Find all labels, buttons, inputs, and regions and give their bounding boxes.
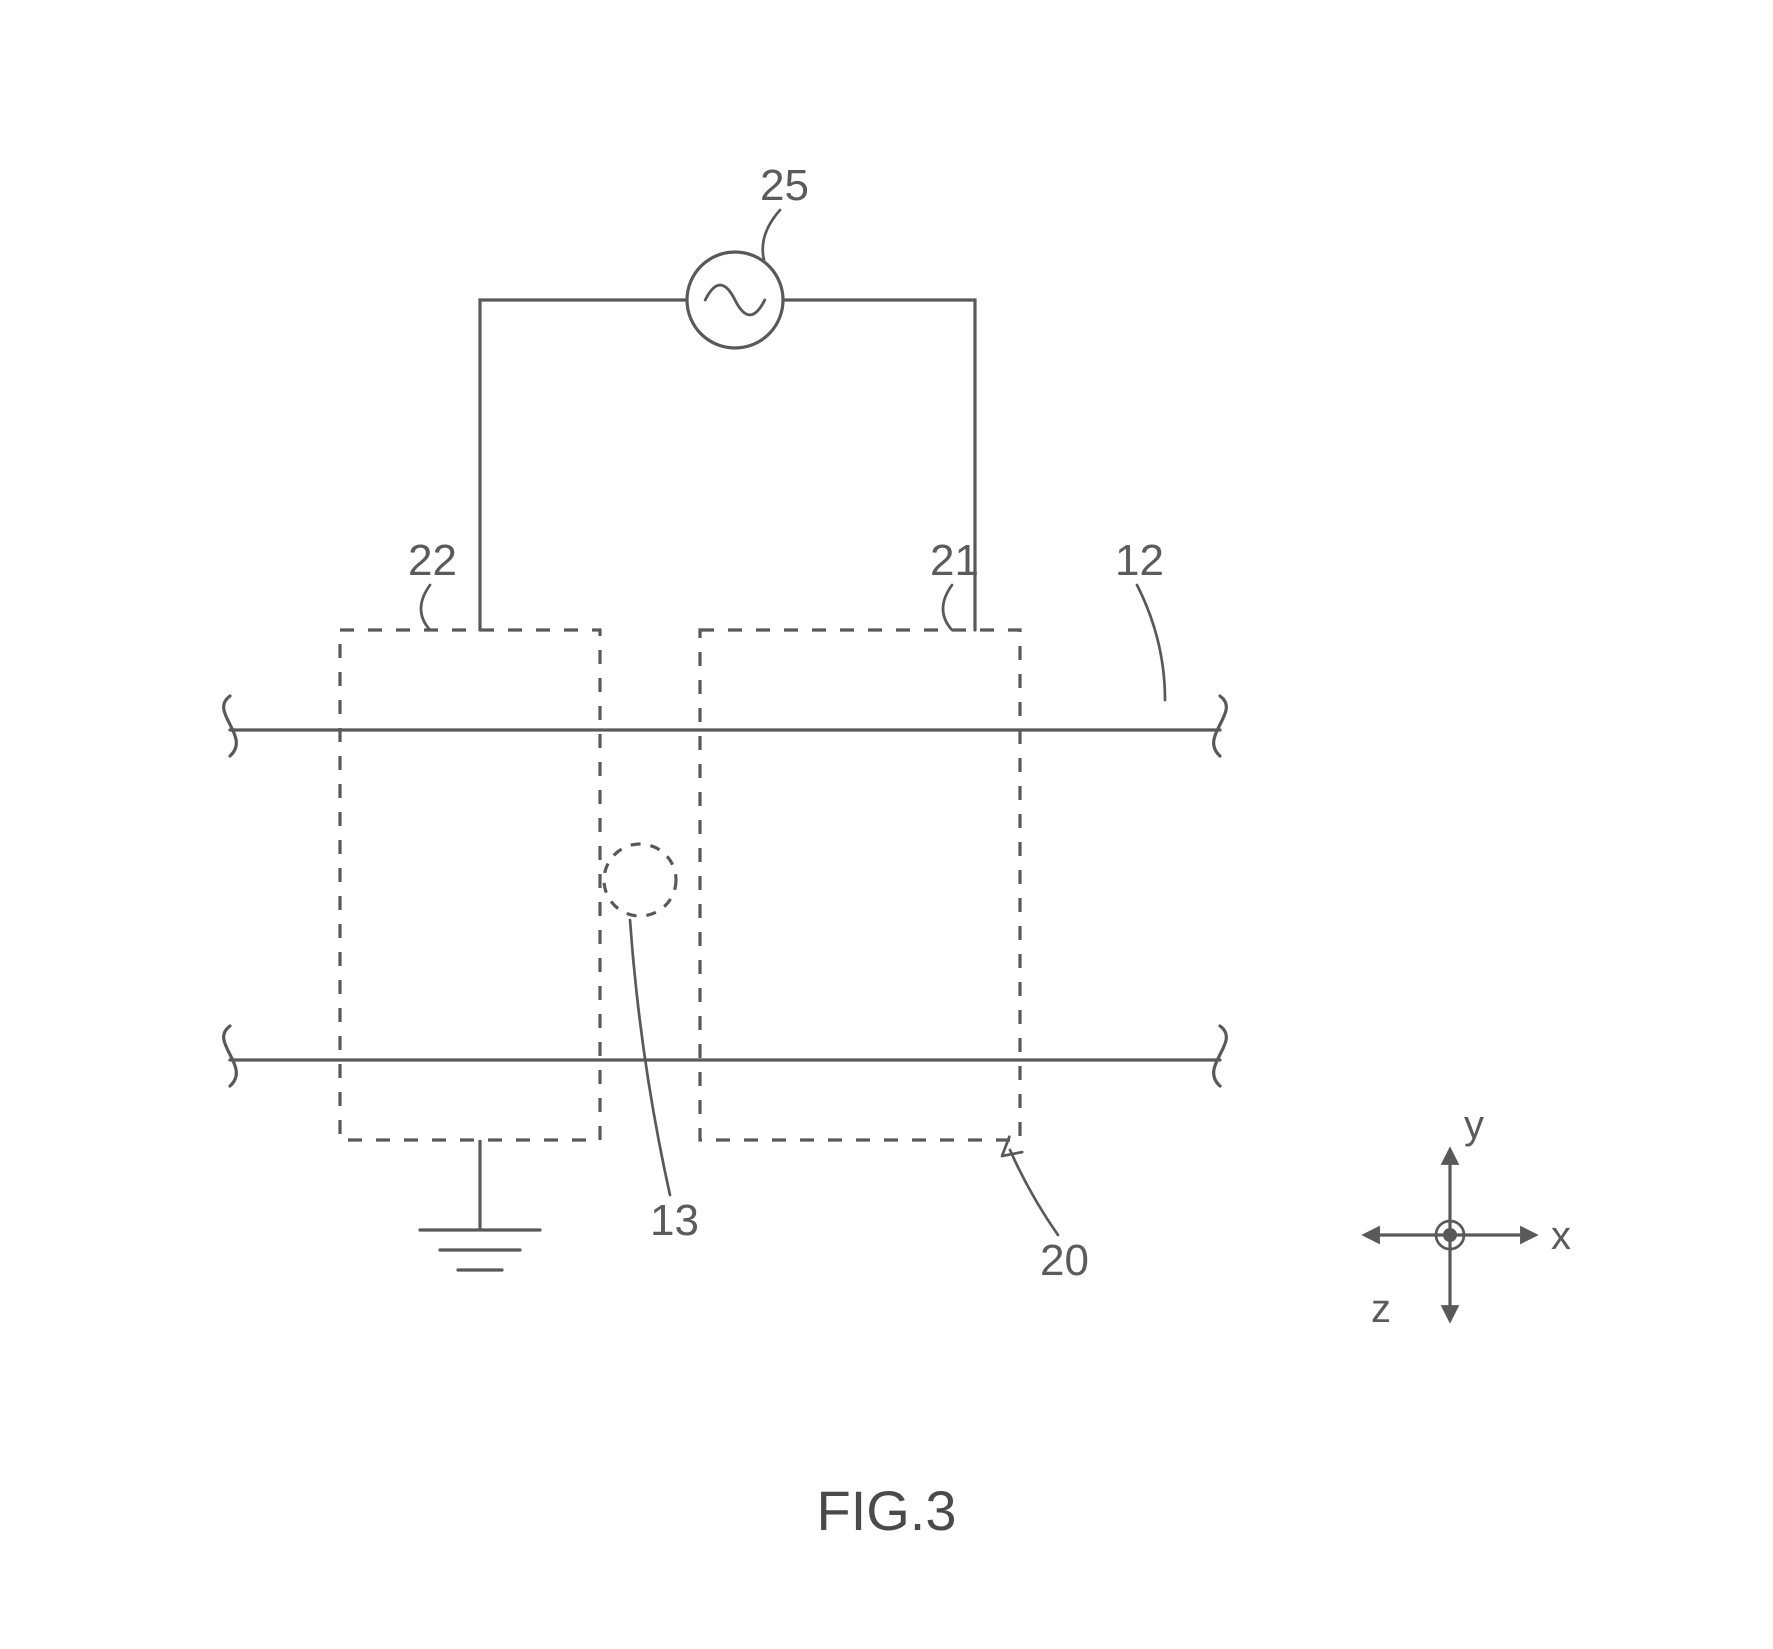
ref-label-21: 21 — [930, 536, 979, 585]
leader-arrow-20 — [981, 1132, 1022, 1172]
leader-line — [943, 585, 952, 630]
figure-caption: FIG.3 — [816, 1479, 956, 1542]
axis-label-z: z — [1371, 1287, 1391, 1331]
tube-break — [224, 696, 237, 756]
coordinate-axes: x y z — [1365, 1103, 1571, 1331]
ref-label-22: 22 — [408, 536, 457, 585]
leader-line — [421, 585, 430, 630]
axis-z-dot — [1443, 1228, 1457, 1242]
leader-line — [763, 210, 780, 260]
ref-label-13: 13 — [650, 1196, 699, 1245]
axis-label-x: x — [1551, 1214, 1571, 1258]
leader-line — [630, 920, 670, 1195]
ref-label-20: 20 — [1040, 1236, 1089, 1285]
wire-left — [480, 300, 687, 630]
aperture-circle — [604, 844, 676, 916]
leader-line — [1010, 1150, 1058, 1235]
patent-figure: 25 22 21 12 13 20 x y z FIG.3 — [0, 0, 1773, 1649]
electrode-right — [700, 630, 1020, 1140]
electrode-left — [340, 630, 600, 1140]
ref-label-12: 12 — [1115, 536, 1164, 585]
tube-break — [1214, 1026, 1227, 1086]
leader-line — [1137, 585, 1165, 700]
tube-break — [1214, 696, 1227, 756]
tube-break — [224, 1026, 237, 1086]
ref-label-25: 25 — [760, 161, 809, 210]
axis-label-y: y — [1464, 1103, 1484, 1147]
